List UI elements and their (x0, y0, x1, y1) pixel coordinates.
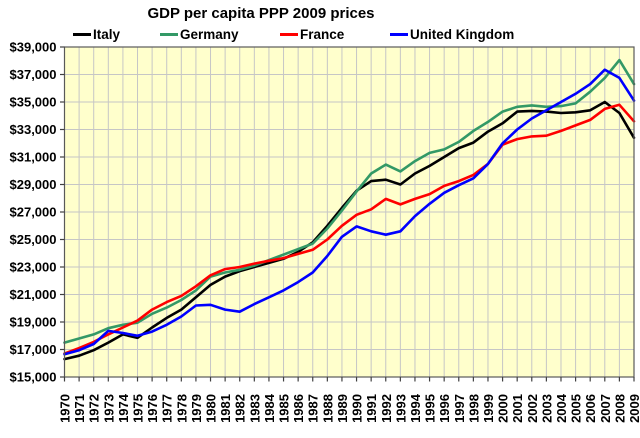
y-axis-label: $25,000 (10, 232, 57, 247)
legend-line-swatch (160, 33, 178, 36)
legend-item-france: France (280, 26, 344, 43)
y-axis-label: $19,000 (10, 315, 57, 330)
legend-line-swatch (73, 33, 91, 36)
x-axis-label: 1987 (306, 394, 321, 423)
legend-item-italy: Italy (73, 26, 120, 43)
x-axis-label: 1978 (174, 394, 189, 423)
x-axis-label: 1980 (204, 394, 219, 423)
x-axis-label: 1975 (131, 394, 146, 423)
x-axis-label: 2001 (510, 394, 525, 423)
y-axis-label: $21,000 (10, 287, 57, 302)
y-axis-label: $31,000 (10, 150, 57, 165)
x-axis-label: 1984 (262, 393, 277, 423)
x-axis-label: 2006 (583, 394, 598, 423)
x-axis-label: 1992 (379, 394, 394, 423)
series-line-france (63, 103, 636, 355)
y-axis-label: $35,000 (10, 95, 57, 110)
x-axis-label: 1989 (335, 394, 350, 423)
y-axis-label: $39,000 (10, 40, 57, 55)
x-axis-label: 1988 (320, 394, 335, 423)
x-axis-label: 1998 (466, 394, 481, 423)
legend-label: France (300, 27, 345, 42)
x-axis-label: 1979 (189, 394, 204, 423)
x-axis-label: 2009 (627, 394, 640, 423)
y-axis-label: $33,000 (10, 122, 57, 137)
x-axis-label: 1994 (408, 393, 423, 423)
x-axis-label: 2007 (598, 394, 613, 423)
x-axis-label: 1999 (481, 394, 496, 423)
x-axis-label: 1974 (116, 393, 131, 423)
x-axis-label: 2000 (496, 394, 511, 423)
y-axis-label: $27,000 (10, 205, 57, 220)
series-line-germany (63, 58, 636, 344)
x-axis-label: 1982 (233, 394, 248, 423)
x-axis-label: 1986 (291, 394, 306, 423)
x-axis-label: 1996 (437, 394, 452, 423)
x-axis-label: 2003 (539, 394, 554, 423)
legend-line-swatch (280, 33, 298, 36)
x-axis-label: 1977 (160, 394, 175, 423)
x-axis-label: 1970 (58, 394, 73, 423)
legend-line-swatch (390, 33, 408, 36)
x-axis-label: 2005 (569, 394, 584, 423)
x-axis-label: 1973 (101, 394, 116, 423)
x-axis-label: 1985 (277, 394, 292, 423)
legend-item-united-kingdom: United Kingdom (390, 26, 514, 43)
x-axis-label: 1972 (87, 394, 102, 423)
x-axis-label: 1981 (218, 394, 233, 423)
y-axis-label: $23,000 (10, 260, 57, 275)
legend-label: United Kingdom (410, 27, 515, 42)
y-axis-label: $29,000 (10, 177, 57, 192)
x-axis-label: 1995 (423, 394, 438, 423)
chart-title: GDP per capita PPP 2009 prices (147, 5, 375, 22)
x-axis-label: 1997 (452, 394, 467, 423)
x-axis-label: 1976 (145, 394, 160, 423)
y-axis-label: $37,000 (10, 67, 57, 82)
x-axis-label: 2002 (525, 394, 540, 423)
x-axis-label: 1983 (247, 394, 262, 423)
x-axis-label: 1971 (72, 394, 87, 423)
x-axis-label: 2004 (554, 393, 569, 423)
x-axis-label: 1993 (393, 394, 408, 423)
legend-item-germany: Germany (160, 26, 239, 43)
series-line-united-kingdom (63, 68, 636, 356)
y-axis-label: $15,000 (10, 370, 57, 385)
x-axis-label: 1991 (364, 394, 379, 423)
x-axis-label: 1990 (350, 394, 365, 423)
legend-label: Germany (180, 27, 239, 42)
x-axis-label: 2008 (612, 394, 627, 423)
legend-label: Italy (93, 27, 121, 42)
y-axis-label: $17,000 (10, 342, 57, 357)
